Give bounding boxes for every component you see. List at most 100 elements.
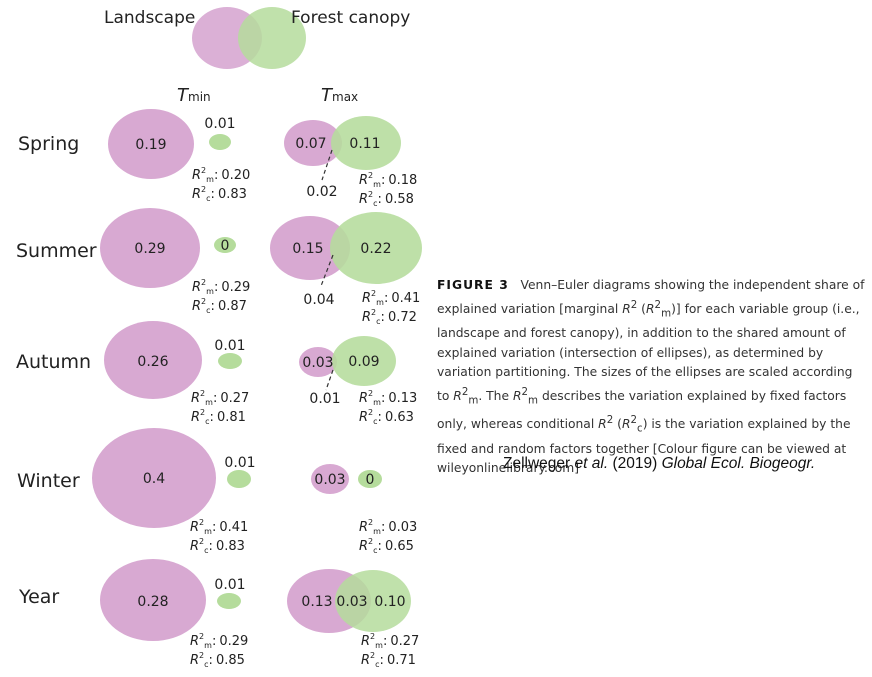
caption-r: R: [621, 417, 631, 432]
legend-forest-label: Forest canopy: [291, 8, 410, 28]
stat-r2c: R2c: 0.83: [192, 185, 247, 203]
tmax-sub: max: [332, 90, 358, 104]
value-landscape: 0.4: [143, 471, 165, 487]
legend-landscape-label: Landscape: [104, 8, 195, 28]
shared-leader-line: [320, 254, 334, 287]
stat-r2m: R2m: 0.41: [362, 289, 420, 307]
stat-r2c: R2c: 0.65: [359, 537, 414, 555]
caption-sub: m: [661, 307, 672, 320]
value-landscape: 0.15: [292, 241, 323, 257]
citation-credit: Zellweger et al. (2019) Global Ecol. Bio…: [503, 455, 815, 473]
diagram-summer-tmax: 0.15 0.22 0.04 R2m: 0.41 R2c: 0.72: [270, 212, 422, 326]
ellipse-forest: [358, 470, 382, 488]
legend: Landscape Forest canopy: [104, 7, 410, 69]
credit-etal: et al.: [574, 455, 609, 472]
credit-journal: Global Ecol. Biogeogr.: [661, 455, 816, 472]
caption-sup: 2: [521, 386, 529, 399]
stat-r2c: R2c: 0.81: [191, 408, 246, 426]
stat-r2m: R2m: 0.27: [361, 632, 419, 650]
value-forest: 0.10: [374, 594, 405, 610]
stat-r2c: R2c: 0.72: [362, 308, 417, 326]
ellipse-landscape: [100, 559, 206, 641]
value-landscape: 0.29: [134, 241, 165, 257]
stat-r2c: R2c: 0.58: [359, 190, 414, 208]
stat-r2m: R2m: 0.18: [359, 171, 417, 189]
value-landscape: 0.03: [314, 472, 345, 488]
stat-r2c: R2c: 0.87: [192, 297, 247, 315]
caption-text-7: ) is the variation explained by the fixe…: [437, 417, 851, 476]
caption-sup: 2: [606, 414, 614, 427]
season-label-winter: Winter: [17, 470, 80, 492]
value-shared: 0.01: [309, 391, 340, 407]
stat-r2m: R2m: 0.13: [359, 389, 417, 407]
value-forest: 0: [221, 238, 230, 254]
ellipse-landscape: [108, 109, 194, 179]
caption-sup: 2: [461, 386, 469, 399]
stat-r2m: R2m: 0.27: [191, 389, 249, 407]
column-header-tmax: Tmax: [321, 85, 358, 106]
ellipse-landscape: [311, 464, 349, 494]
value-forest: 0.01: [204, 116, 235, 132]
stat-r2c: R2c: 0.85: [190, 651, 245, 669]
caption-sub: c: [637, 422, 643, 435]
ellipse-forest: [330, 212, 422, 284]
stat-r2m: R2m: 0.20: [192, 166, 250, 184]
ellipse-forest: [335, 570, 411, 632]
credit-year: (2019): [612, 455, 658, 472]
stat-r2c: R2c: 0.63: [359, 408, 414, 426]
ellipse-landscape: [284, 120, 342, 166]
ellipse-landscape: [299, 347, 337, 377]
value-landscape: 0.03: [302, 355, 333, 371]
stat-r2m: R2m: 0.29: [192, 278, 250, 296]
ellipse-forest: [331, 116, 401, 170]
caption-r: R: [512, 389, 522, 404]
caption-r: R: [598, 417, 607, 432]
stat-r2m: R2m: 0.03: [359, 518, 417, 536]
stat-r2m: R2m: 0.29: [190, 632, 248, 650]
ellipse-forest: [332, 336, 396, 386]
ellipse-forest: [218, 353, 242, 369]
caption-text-1: Venn–Euler diagrams showing the independ…: [437, 278, 865, 316]
diagram-autumn-tmin: 0.26 0.01 R2m: 0.27 R2c: 0.81: [104, 321, 249, 426]
figure-caption: FIGURE 3 Venn–Euler diagrams showing the…: [437, 276, 867, 479]
season-label-spring: Spring: [18, 133, 79, 155]
value-forest: 0.01: [214, 577, 245, 593]
value-shared: 0.04: [303, 292, 334, 308]
value-forest: 0.11: [349, 136, 380, 152]
caption-r: R: [453, 389, 462, 404]
season-label-autumn: Autumn: [16, 351, 91, 373]
shared-leader-line: [321, 149, 333, 181]
caption-sub: m: [468, 394, 479, 407]
value-forest: 0: [366, 472, 375, 488]
value-landscape: 0.28: [137, 594, 168, 610]
value-shared: 0.02: [306, 184, 337, 200]
caption-r: R: [622, 301, 631, 316]
tmin-base: T: [177, 85, 190, 106]
tmax-base: T: [321, 85, 334, 106]
caption-text-5: describes the variation explained by fix…: [437, 389, 847, 432]
caption-text-6: (: [613, 417, 622, 432]
legend-forest-ellipse: [238, 7, 306, 69]
diagram-autumn-tmax: 0.03 0.09 0.01 R2m: 0.13 R2c: 0.63: [299, 336, 417, 426]
value-landscape: 0.07: [295, 136, 326, 152]
value-forest: 0.01: [224, 455, 255, 471]
ellipse-landscape: [104, 321, 202, 399]
season-label-year: Year: [18, 586, 59, 608]
ellipse-forest: [227, 470, 251, 488]
caption-r: R: [645, 301, 655, 316]
caption-text-4: . The: [478, 389, 513, 404]
value-forest: 0.01: [214, 338, 245, 354]
caption-sup: 2: [630, 298, 638, 311]
caption-text-3: )] for each variable group (i.e., landsc…: [437, 301, 860, 404]
ellipse-landscape: [100, 208, 200, 288]
value-landscape: 0.13: [301, 594, 332, 610]
diagram-year-tmin: 0.28 0.01 R2m: 0.29 R2c: 0.85: [100, 559, 248, 669]
season-label-summer: Summer: [16, 240, 97, 262]
column-header-tmin: Tmin: [177, 85, 211, 106]
value-shared: 0.03: [336, 594, 367, 610]
caption-sup: 2: [654, 298, 662, 311]
diagram-winter-tmax: 0.03 0 R2m: 0.03 R2c: 0.65: [311, 464, 417, 555]
diagram-spring-tmin: 0.19 0.01 R2m: 0.20 R2c: 0.83: [108, 109, 250, 203]
ellipse-forest: [217, 593, 241, 609]
